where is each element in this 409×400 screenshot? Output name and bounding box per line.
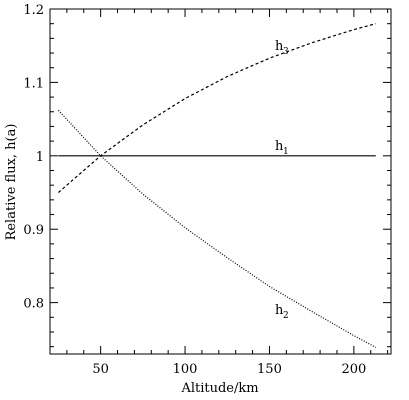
series-labels: h 1h 2h 3 (275, 39, 289, 321)
y-axis-label: Relative flux, h(a) (4, 124, 19, 241)
x-tick-label: 100 (173, 362, 198, 377)
x-axis-label: Altitude/km (180, 381, 258, 396)
y-tick-label: 0.8 (23, 297, 44, 312)
y-tick-label: 0.9 (23, 223, 44, 238)
series-line-h3 (58, 23, 376, 193)
series-line-h2 (57, 109, 377, 348)
y-tick-label: 1.2 (23, 3, 44, 18)
series-lines (57, 23, 377, 348)
ticks (50, 8, 391, 354)
x-tick-label: 200 (341, 362, 366, 377)
series-label-main: h (275, 139, 284, 154)
series-label-subscript: 2 (283, 311, 289, 321)
x-tick-label: 150 (257, 362, 282, 377)
series-label-main: h (275, 39, 284, 54)
series-label-main: h (275, 303, 284, 318)
y-tick-label: 1.1 (23, 76, 44, 91)
tick-labels: 50 100 150 200 0.8 0.9 1 1.1 1.2 (23, 3, 366, 377)
series-label-subscript: 3 (283, 47, 289, 57)
series-label-subscript: 1 (283, 147, 289, 157)
y-tick-label: 1 (36, 150, 44, 165)
plot-frame (49, 8, 392, 355)
x-tick-label: 50 (92, 362, 109, 377)
